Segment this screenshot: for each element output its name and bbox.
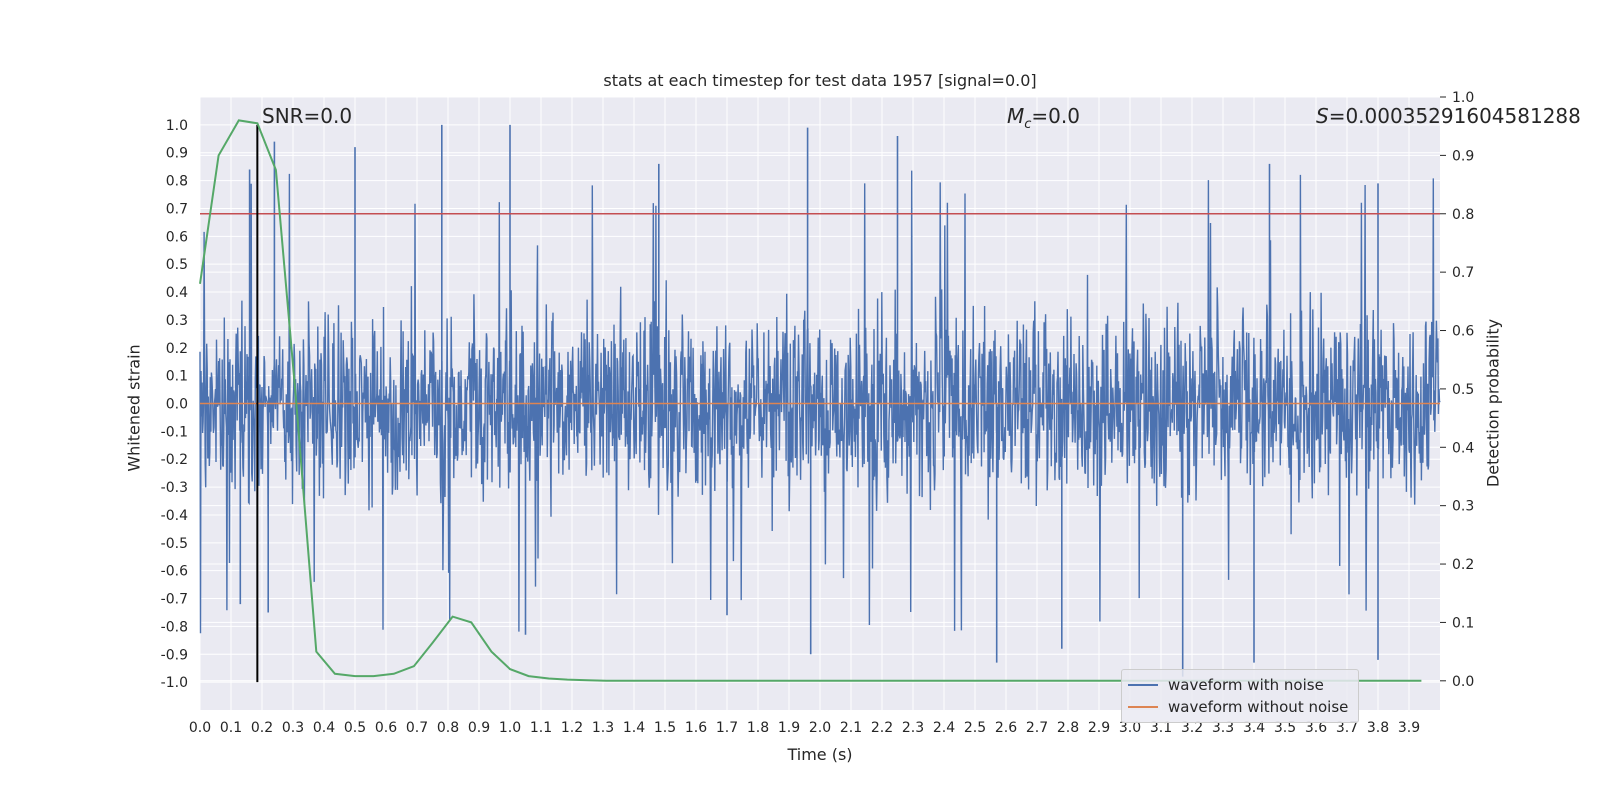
x-tick-label: 3.2	[1181, 720, 1203, 736]
x-tick-label: 0.2	[251, 720, 273, 736]
y2-tick-label: 1.0	[1452, 90, 1474, 106]
y2-tick-label: 0.6	[1452, 324, 1474, 340]
y-tick-label: -0.4	[161, 508, 188, 524]
tick-labels: 0.0 0.1 0.2 0.3 0.4 0.5 0.6 0.7 0.8 0.9 1.0 1.1 1.2 1…	[161, 90, 1475, 736]
x-tick-label: 0.7	[406, 720, 428, 736]
y2-tick-label: 0.1	[1452, 615, 1474, 631]
legend-swatch-blue	[1128, 684, 1158, 686]
x-tick-label: 1.1	[530, 720, 552, 736]
x-tick-label: 2.6	[995, 720, 1017, 736]
x-tick-label: 2.5	[964, 720, 986, 736]
x-tick-label: 1.7	[716, 720, 738, 736]
y-tick-label: 0.0	[166, 397, 188, 413]
legend-label: waveform without noise	[1168, 698, 1349, 716]
chart-title: stats at each timestep for test data 195…	[603, 71, 1037, 90]
x-tick-label: 0.4	[313, 720, 335, 736]
x-tick-label: 2.4	[933, 720, 955, 736]
x-tick-label: 0.0	[189, 720, 211, 736]
x-tick-label: 0.3	[282, 720, 304, 736]
y-tick-label: 1.0	[166, 118, 188, 134]
y-tick-label: -0.1	[161, 424, 188, 440]
x-tick-label: 3.7	[1336, 720, 1358, 736]
y-tick-label: -0.5	[161, 536, 188, 552]
y-tick-label: -0.7	[161, 592, 188, 608]
x-tick-label: 0.6	[375, 720, 397, 736]
x-tick-label: 3.5	[1274, 720, 1296, 736]
x-tick-label: 2.0	[809, 720, 831, 736]
y-tick-label: 0.6	[166, 229, 188, 245]
y2-tick-label: 0.0	[1452, 674, 1474, 690]
y-tick-label: -0.9	[161, 647, 188, 663]
y-tick-label: 0.3	[166, 313, 188, 329]
s-annotation: S=0.00035291604581288	[1316, 104, 1581, 128]
legend-swatch-orange	[1128, 706, 1158, 708]
y-tick-label: -0.2	[161, 452, 188, 468]
y2-tick-label: 0.7	[1452, 265, 1474, 281]
y-tick-label: -1.0	[161, 675, 188, 691]
y2-tick-label: 0.5	[1452, 382, 1474, 398]
x-tick-label: 1.3	[592, 720, 614, 736]
x-tick-label: 1.2	[561, 720, 583, 736]
x-tick-label: 3.8	[1367, 720, 1389, 736]
y-tick-label: -0.8	[161, 619, 188, 635]
x-tick-label: 1.9	[778, 720, 800, 736]
detection-probability-line	[199, 119, 1422, 682]
x-tick-label: 2.1	[840, 720, 862, 736]
x-tick-label: 3.1	[1150, 720, 1172, 736]
x-tick-label: 1.8	[747, 720, 769, 736]
y2-tick-label: 0.9	[1452, 148, 1474, 164]
snr-annotation: SNR=0.0	[262, 104, 353, 128]
x-tick-label: 3.6	[1305, 720, 1327, 736]
x-tick-label: 0.5	[344, 720, 366, 736]
legend-item-without-noise: waveform without noise	[1128, 696, 1352, 718]
x-tick-label: 3.9	[1398, 720, 1420, 736]
x-tick-label: 0.9	[468, 720, 490, 736]
x-tick-label: 1.0	[499, 720, 521, 736]
chirp-mass-annotation: Mc=0.0	[1007, 104, 1080, 132]
x-tick-label: 1.4	[623, 720, 645, 736]
y-tick-label: 0.8	[166, 174, 188, 190]
legend-item-with-noise: waveform with noise	[1128, 674, 1352, 696]
y-tick-label: 0.5	[166, 257, 188, 273]
x-tick-label: 2.7	[1026, 720, 1048, 736]
x-tick-label: 2.2	[871, 720, 893, 736]
x-tick-label: 2.9	[1088, 720, 1110, 736]
y-tick-label: -0.6	[161, 564, 188, 580]
series-waveform-with-noise	[199, 124, 1441, 677]
y2-tick-label: 0.8	[1452, 207, 1474, 223]
y2-tick-label: 0.2	[1452, 557, 1474, 573]
y2-axis-label: Detection probability	[1483, 318, 1503, 488]
chart-marks	[199, 119, 1440, 683]
y-tick-label: 0.2	[166, 341, 188, 357]
x-tick-label: 0.8	[437, 720, 459, 736]
y2-tick-label: 0.3	[1452, 499, 1474, 515]
x-tick-label: 3.3	[1212, 720, 1234, 736]
x-tick-label: 3.0	[1119, 720, 1141, 736]
x-tick-label: 0.1	[220, 720, 242, 736]
x-tick-label: 2.3	[902, 720, 924, 736]
y2-tick-label: 0.4	[1452, 440, 1474, 456]
x-tick-label: 1.6	[685, 720, 707, 736]
x-axis-label: Time (s)	[787, 745, 853, 764]
x-tick-label: 1.5	[654, 720, 676, 736]
x-tick-label: 3.4	[1243, 720, 1265, 736]
y-tick-label: 0.4	[166, 285, 188, 301]
y-axis-label: Whitened strain	[124, 344, 144, 472]
y-tick-label: 0.7	[166, 201, 188, 217]
x-tick-label: 2.8	[1057, 720, 1079, 736]
y-tick-label: 0.1	[166, 369, 188, 385]
y-tick-label: -0.3	[161, 480, 188, 496]
noisy-waveform-line	[199, 170, 1441, 634]
y-tick-label: 0.9	[166, 146, 188, 162]
legend: waveform with noise waveform without noi…	[1121, 669, 1359, 723]
legend-label: waveform with noise	[1168, 676, 1324, 694]
